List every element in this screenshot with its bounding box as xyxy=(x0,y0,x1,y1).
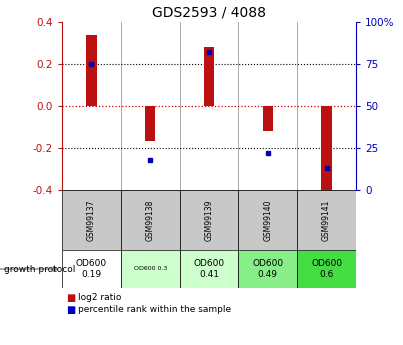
Bar xyxy=(204,47,214,106)
Text: log2 ratio: log2 ratio xyxy=(78,294,121,303)
Bar xyxy=(62,250,121,288)
Bar xyxy=(297,250,356,288)
Text: OD600
0.6: OD600 0.6 xyxy=(311,259,342,279)
Text: GSM99138: GSM99138 xyxy=(146,199,155,241)
Bar xyxy=(180,250,239,288)
Text: ■: ■ xyxy=(66,293,75,303)
Bar xyxy=(62,190,121,250)
Bar xyxy=(239,250,297,288)
Text: GSM99140: GSM99140 xyxy=(263,199,272,241)
Bar xyxy=(321,106,332,190)
Text: growth protocol: growth protocol xyxy=(4,265,75,274)
Bar xyxy=(239,190,297,250)
Bar xyxy=(86,34,97,106)
Bar xyxy=(121,250,180,288)
Bar xyxy=(262,106,273,131)
Text: OD600 0.3: OD600 0.3 xyxy=(133,266,167,272)
Title: GDS2593 / 4088: GDS2593 / 4088 xyxy=(152,6,266,19)
Bar xyxy=(145,106,156,141)
Text: OD600
0.49: OD600 0.49 xyxy=(252,259,283,279)
Text: ■: ■ xyxy=(66,305,75,315)
Text: OD600
0.19: OD600 0.19 xyxy=(76,259,107,279)
Text: GSM99141: GSM99141 xyxy=(322,199,331,241)
Text: percentile rank within the sample: percentile rank within the sample xyxy=(78,306,231,315)
Text: GSM99139: GSM99139 xyxy=(204,199,214,241)
Bar xyxy=(180,190,239,250)
Text: OD600
0.41: OD600 0.41 xyxy=(193,259,224,279)
Bar xyxy=(297,190,356,250)
Text: GSM99137: GSM99137 xyxy=(87,199,96,241)
Bar xyxy=(121,190,180,250)
